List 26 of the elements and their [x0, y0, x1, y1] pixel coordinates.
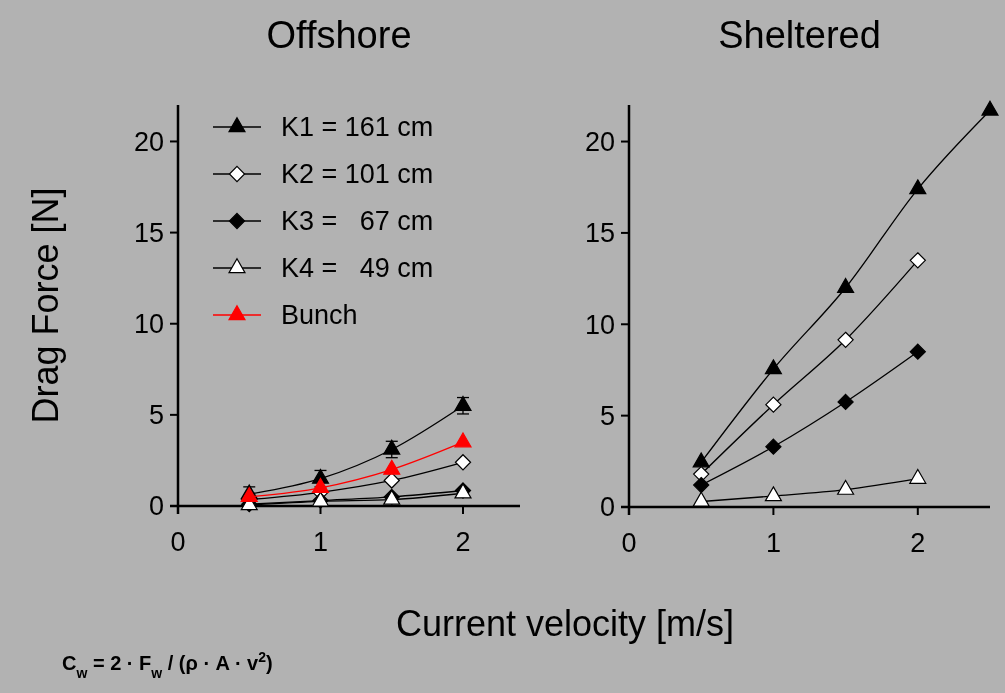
y-tick-label: 10: [133, 309, 164, 340]
text: C$_{w}$ = 2 · F$_{w}$ / (ρ · A · v$^{2}$): [62, 649, 273, 681]
y-axis-title: Drag Force [N]: [25, 187, 66, 424]
y-tick-label: 15: [584, 218, 615, 249]
x-tick-label: 0: [170, 527, 186, 558]
x-tick-label: 2: [910, 528, 926, 559]
y-tick-label: 15: [133, 218, 164, 249]
y-tick-label: 5: [599, 401, 615, 432]
chart-title: Offshore: [266, 14, 412, 56]
x-tick-label: 0: [621, 528, 637, 559]
x-tick-label: 1: [312, 527, 329, 558]
legend-label: K3 = 67 cm: [281, 206, 434, 237]
y-tick-label: 0: [599, 492, 615, 523]
chart-title: Sheltered: [718, 14, 881, 56]
y-tick-label: 10: [584, 309, 615, 340]
y-tick-label: 5: [148, 400, 164, 431]
x-axis-title: Current velocity [m/s]: [395, 603, 735, 644]
x-tick-label: 2: [455, 527, 471, 558]
y-tick-label: 0: [148, 491, 164, 522]
legend-label: K2 = 101 cm: [281, 159, 434, 190]
legend-label: K1 = 161 cm: [281, 112, 434, 143]
y-tick-label: 20: [133, 126, 164, 157]
x-tick-label: 1: [765, 528, 781, 559]
y-tick-label: 20: [584, 127, 615, 157]
legend-label: Bunch: [281, 300, 358, 331]
legend-label: K4 = 49 cm: [281, 253, 434, 284]
